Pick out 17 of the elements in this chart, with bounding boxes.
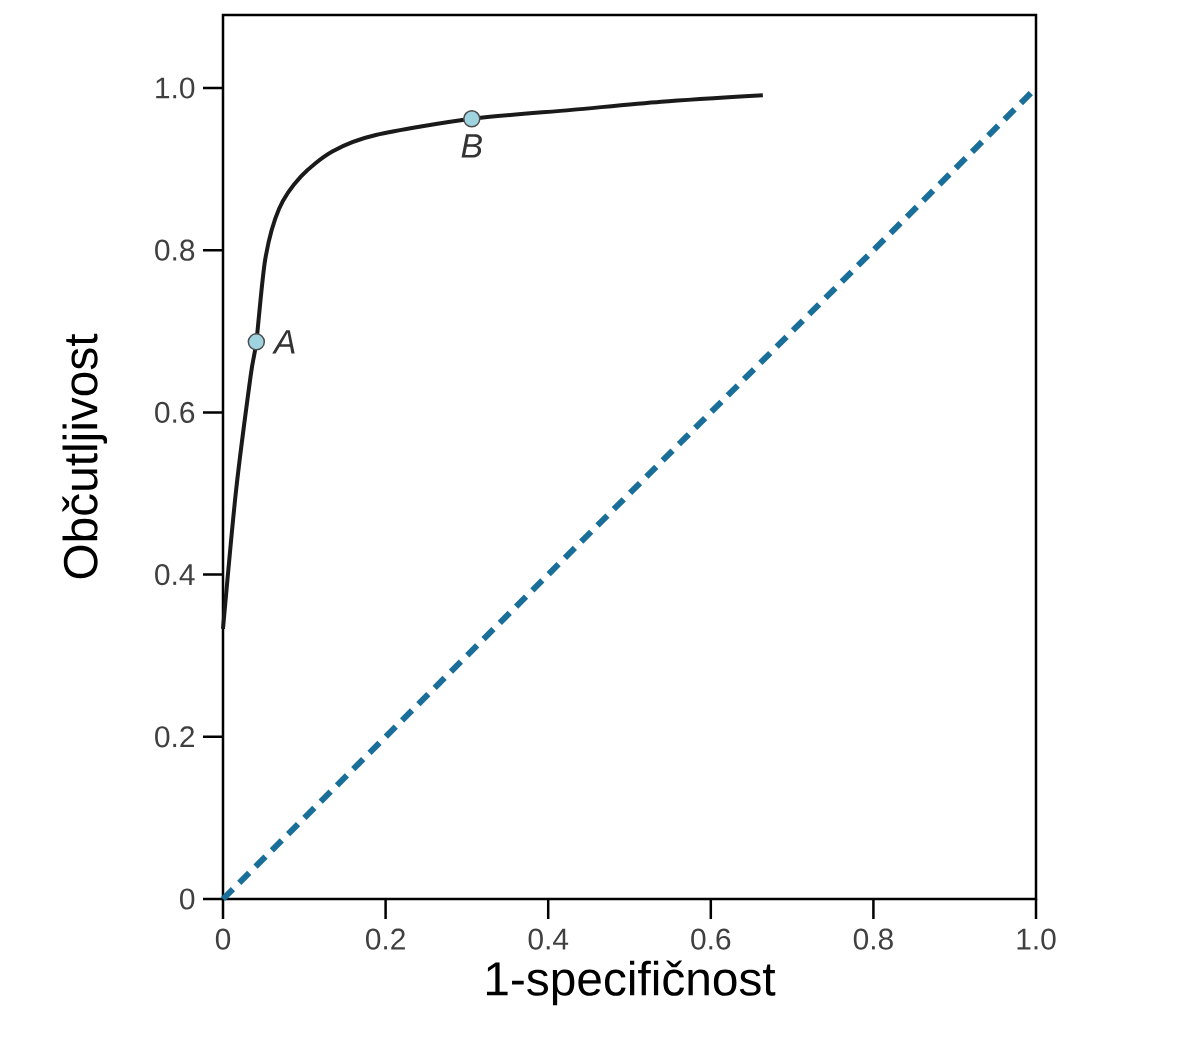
x-tick-label: 0.6 xyxy=(691,928,731,950)
x-tick-label: 0.2 xyxy=(366,928,405,950)
line-series xyxy=(221,93,765,631)
x-tick-label: 1.0 xyxy=(1017,928,1056,950)
annotation: A xyxy=(272,330,295,354)
y-tick-label: 0.6 xyxy=(155,401,195,423)
y-tick-label: 0.4 xyxy=(155,564,195,586)
y-tick-label: 0 xyxy=(180,888,195,910)
x-tick-label: 0.8 xyxy=(853,928,893,950)
x-tick-label: 0.4 xyxy=(528,928,569,950)
y-tick-label: 0.8 xyxy=(155,239,195,261)
annotation: B xyxy=(461,134,482,158)
y-tick-label: 0.2 xyxy=(155,726,194,748)
y-axis-title: Občutljivost xyxy=(62,333,108,579)
x-tick-label: 0 xyxy=(215,928,231,950)
y-tick-label: 1.0 xyxy=(156,77,195,99)
x-axis-title: 1-specifičnost xyxy=(486,960,776,1006)
